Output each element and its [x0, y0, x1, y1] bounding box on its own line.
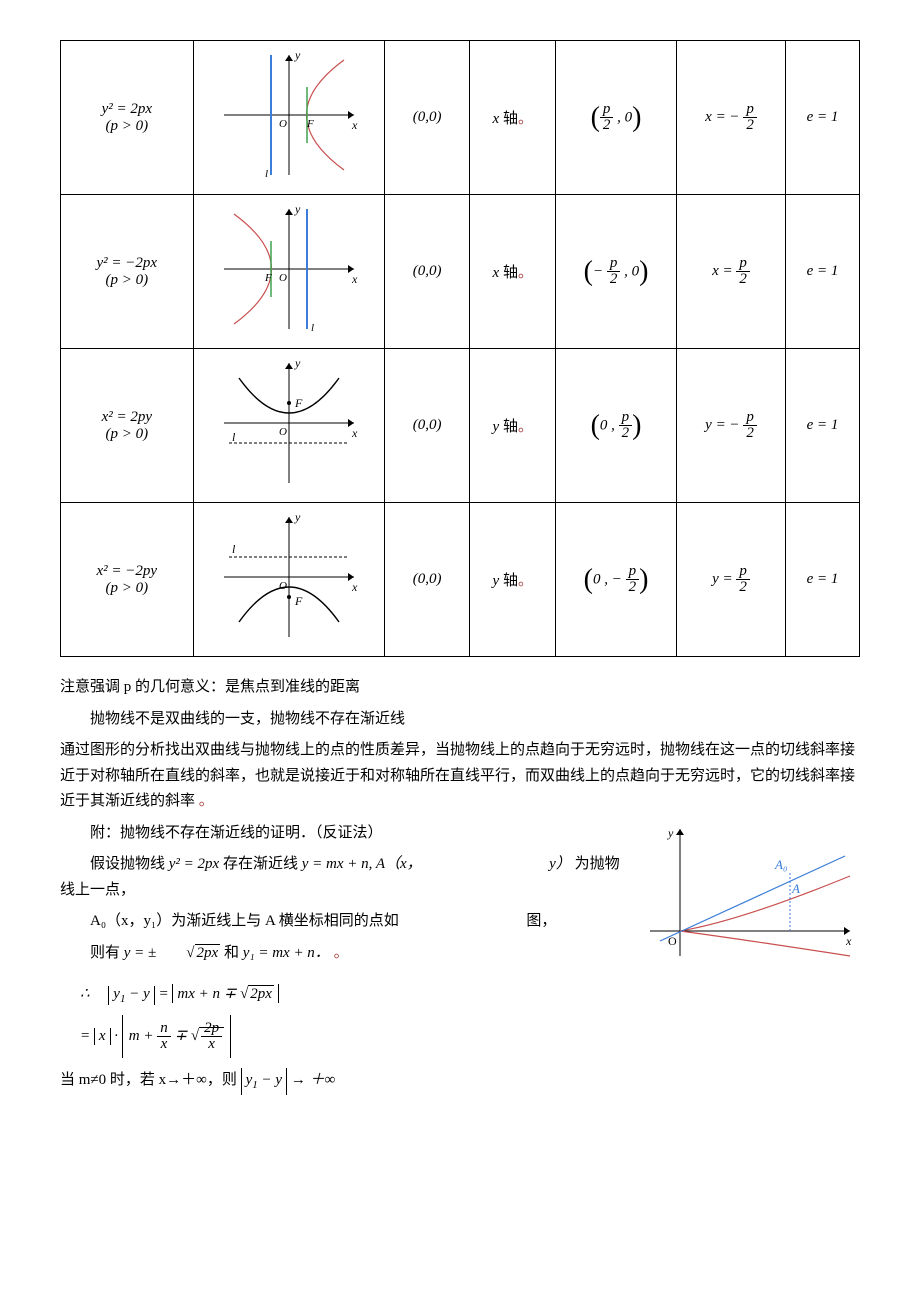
eq-y1: y₁ = mx + n． [243, 945, 330, 961]
parabola-graph-icon: F l O x y [214, 45, 364, 185]
para-limit: 当 m≠0 时，若 x→＋∞，则 y1 − y → ＋∞ [60, 1068, 860, 1095]
equation-cell: x² = 2py(p > 0) [61, 349, 194, 503]
vertex-cell: (0,0) [384, 349, 470, 503]
eccentricity-cell: e = 1 [786, 349, 860, 503]
focus-cell: (0 , p2) [556, 349, 677, 503]
svg-text:y: y [667, 826, 674, 840]
focus-cell: (0 , − p2) [556, 503, 677, 657]
proof-diagram-icon: O x y A A₀ [640, 821, 860, 961]
eccentricity-cell: e = 1 [786, 503, 860, 657]
svg-text:A₀: A₀ [774, 857, 787, 872]
svg-text:x: x [845, 934, 852, 948]
equation-cell: x² = −2py(p > 0) [61, 503, 194, 657]
parabola-graph-icon: F l O x y [214, 507, 364, 647]
table-row: y² = 2px(p > 0) F l O x y (0,0)x 轴。(p2 ,… [61, 41, 860, 195]
svg-text:O: O [279, 272, 287, 284]
eccentricity-cell: e = 1 [786, 195, 860, 349]
svg-text:F: F [294, 396, 303, 410]
directrix-cell: y = − p2 [676, 349, 785, 503]
axis-cell: y 轴。 [470, 503, 556, 657]
svg-text:x: x [351, 272, 358, 286]
parabola-table: y² = 2px(p > 0) F l O x y (0,0)x 轴。(p2 ,… [60, 40, 860, 657]
eccentricity-cell: e = 1 [786, 41, 860, 195]
eq-block-2: = x · m + nx ∓ 2px [80, 1015, 860, 1058]
svg-text:y: y [294, 202, 301, 216]
svg-text:F: F [306, 118, 314, 130]
eq-block-1: ∴ y1 − y = mx + n ∓ 2px [80, 982, 860, 1005]
focus-cell: (p2 , 0) [556, 41, 677, 195]
svg-text:O: O [279, 580, 287, 592]
eq-parab-inline: y² = 2px [169, 856, 219, 872]
parabola-graph-icon: F l O x y [214, 199, 364, 339]
svg-text:l: l [232, 542, 236, 556]
equation-cell: y² = 2px(p > 0) [61, 41, 194, 195]
para-not-hyperbola: 抛物线不是双曲线的一支，抛物线不存在渐近线 [60, 707, 860, 733]
eq-line-inline: y = mx + n, A（x， [302, 856, 422, 872]
eq-y-pm: y = ±2px [124, 945, 220, 961]
directrix-cell: x = p2 [676, 195, 785, 349]
graph-cell: F l O x y [193, 503, 384, 657]
axis-cell: y 轴。 [470, 349, 556, 503]
para-analysis: 通过图形的分析找出双曲线与抛物线上的点的性质差异，当抛物线上的点趋向于无穷远时，… [60, 738, 860, 815]
axis-cell: x 轴。 [470, 41, 556, 195]
vertex-cell: (0,0) [384, 195, 470, 349]
svg-text:l: l [232, 430, 236, 444]
parabola-graph-icon: F l O x y [214, 353, 364, 493]
svg-text:y: y [294, 356, 301, 370]
proof-figure: O x y A A₀ [640, 821, 860, 966]
table-row: y² = −2px(p > 0) F l O x y (0,0)x 轴。(− p… [61, 195, 860, 349]
graph-cell: F l O x y [193, 195, 384, 349]
svg-text:x: x [351, 580, 358, 594]
directrix-cell: x = − p2 [676, 41, 785, 195]
svg-text:l: l [265, 168, 268, 180]
axis-cell: x 轴。 [470, 195, 556, 349]
svg-text:O: O [279, 118, 287, 130]
svg-text:x: x [351, 118, 358, 132]
graph-cell: F l O x y [193, 349, 384, 503]
svg-text:x: x [351, 426, 358, 440]
vertex-cell: (0,0) [384, 503, 470, 657]
graph-cell: F l O x y [193, 41, 384, 195]
note-p-geometric: 注意强调 p 的几何意义：是焦点到准线的距离 [60, 675, 860, 701]
svg-text:l: l [311, 322, 314, 334]
svg-text:y: y [294, 510, 301, 524]
equation-cell: y² = −2px(p > 0) [61, 195, 194, 349]
focus-cell: (− p2 , 0) [556, 195, 677, 349]
svg-text:F: F [264, 272, 272, 284]
directrix-cell: y = p2 [676, 503, 785, 657]
table-row: x² = 2py(p > 0) F l O x y (0,0)y 轴。(0 , … [61, 349, 860, 503]
svg-text:A: A [791, 881, 800, 896]
vertex-cell: (0,0) [384, 41, 470, 195]
svg-text:O: O [668, 934, 677, 948]
svg-text:O: O [279, 426, 287, 438]
svg-text:y: y [294, 48, 301, 62]
svg-text:F: F [294, 594, 303, 608]
table-row: x² = −2py(p > 0) F l O x y (0,0)y 轴。(0 ,… [61, 503, 860, 657]
